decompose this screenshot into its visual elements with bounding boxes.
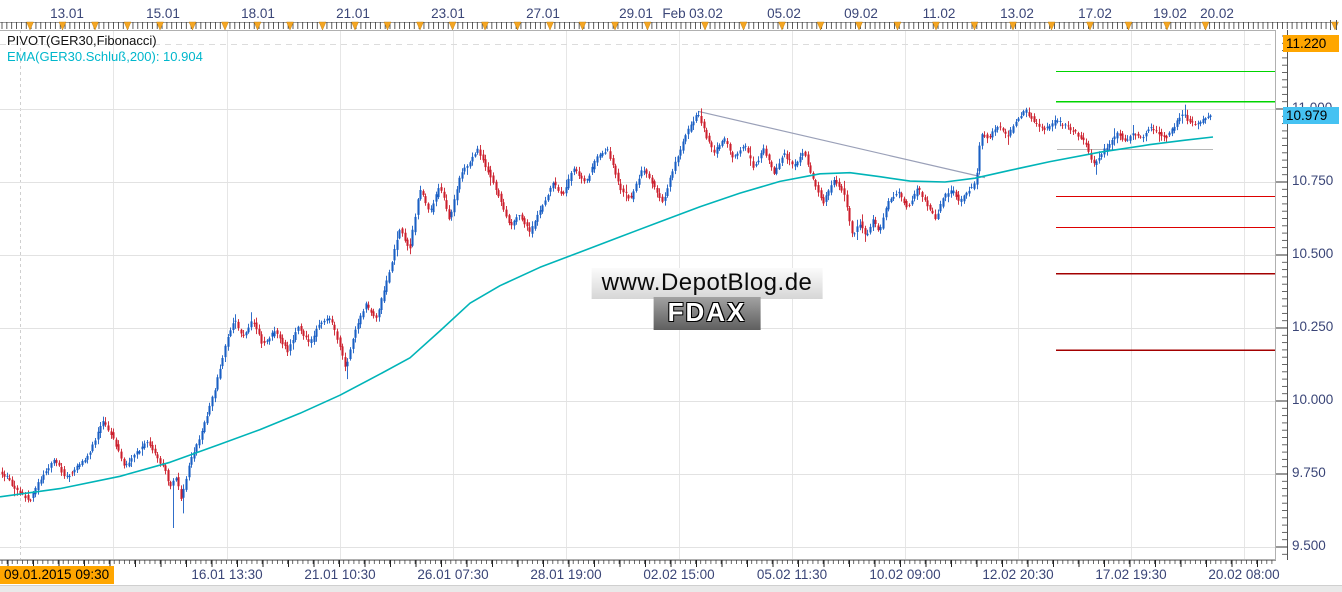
pivot-indicator-label: PIVOT(GER30,Fibonacci) <box>7 33 157 48</box>
day-start-marker-icon <box>611 21 619 30</box>
day-start-marker-icon <box>286 21 294 30</box>
top-axis-date-label: 19.02 <box>1153 6 1187 21</box>
day-start-marker-icon <box>221 21 229 30</box>
bottom-axis-datetime-label: 05.02 11:30 <box>756 567 828 582</box>
watermark-site-url: www.DepotBlog.de <box>591 268 823 299</box>
day-start-marker-icon <box>156 21 164 30</box>
day-start-marker-icon <box>513 21 522 30</box>
watermark-instrument: FDAX <box>653 297 761 330</box>
up-candle-bodies <box>6 109 1212 498</box>
up-candle-wicks <box>7 104 1211 528</box>
bottom-axis-datetime-label: 02.02 15:00 <box>643 567 715 582</box>
top-axis-date-label: Feb <box>662 6 686 21</box>
day-start-marker-icon <box>970 21 979 30</box>
day-start-marker-icon <box>26 21 34 30</box>
top-axis-date-label: 15.01 <box>146 6 180 21</box>
plot-border <box>0 30 1276 560</box>
chart-start-datetime-badge: 09.01.2015 09:30 <box>0 566 115 584</box>
top-axis-date-label: 11.02 <box>922 6 956 21</box>
down-candle-wicks <box>2 107 1196 503</box>
day-start-marker-icon <box>546 21 554 30</box>
candlestick-chart-canvas[interactable] <box>0 30 1276 560</box>
bottom-axis-datetime-label: 10.02 09:00 <box>869 567 941 582</box>
last-price-badge: 10.979 <box>1283 107 1339 124</box>
day-start-marker-icon <box>123 21 132 30</box>
day-start-marker-icon <box>643 21 652 30</box>
bottom-axis-datetime-label: 17.02 19:30 <box>1095 567 1167 582</box>
top-axis-date-label: 13.01 <box>50 6 84 21</box>
top-ruler <box>0 20 1339 30</box>
ema-indicator-label: EMA(GER30.Schluß,200): 10.904 <box>7 49 203 64</box>
day-start-marker-icon <box>351 21 359 30</box>
level-price-badge: 11.220 <box>1283 35 1339 52</box>
day-start-marker-icon <box>481 21 489 30</box>
price-axis-label: 10.750 <box>1292 173 1334 188</box>
day-start-marker-icon <box>318 21 327 30</box>
top-axis-date-label: 29.01 <box>619 6 653 21</box>
bottom-axis-datetime-label: 28.01 19:00 <box>530 567 602 582</box>
day-start-marker-icon <box>816 21 825 30</box>
top-axis-date-label: 27.01 <box>526 6 560 21</box>
day-start-marker-icon <box>778 21 786 30</box>
day-start-marker-icon <box>578 21 587 30</box>
day-start-marker-icon <box>932 21 940 30</box>
price-axis-label: 10.500 <box>1292 246 1334 261</box>
day-start-marker-icon <box>253 21 262 30</box>
down-candle-bodies <box>1 112 1197 501</box>
day-start-marker-icon <box>1086 21 1094 30</box>
bottom-axis-datetime-label: 16.01 13:30 <box>191 567 263 582</box>
day-start-marker-icon <box>1009 21 1017 30</box>
day-start-marker-icon <box>58 21 67 30</box>
top-axis-date-label: 18.01 <box>241 6 275 21</box>
ema-200-line <box>0 136 1214 498</box>
day-start-marker-icon <box>188 21 197 30</box>
top-axis-date-label: 20.02 <box>1200 6 1234 21</box>
price-axis-label: 10.250 <box>1292 319 1334 334</box>
top-axis-date-label: 17.02 <box>1078 6 1112 21</box>
day-start-marker-icon <box>1331 21 1339 30</box>
day-start-marker-icon <box>701 21 709 30</box>
price-axis-label: 10.000 <box>1292 392 1334 407</box>
day-start-marker-icon <box>855 21 863 30</box>
price-axis-label: 9.750 <box>1292 465 1326 480</box>
descending-trendline <box>697 110 986 179</box>
day-start-marker-icon <box>739 21 748 30</box>
bottom-axis-datetime-label: 12.02 20:30 <box>982 567 1054 582</box>
day-start-marker-icon <box>91 21 99 30</box>
day-start-marker-icon <box>1201 21 1210 30</box>
day-start-marker-icon <box>1124 21 1133 30</box>
day-start-marker-icon <box>1047 21 1056 30</box>
bottom-axis-datetime-label: 26.01 07:30 <box>417 567 489 582</box>
price-axis-label: 9.500 <box>1292 538 1326 553</box>
top-axis-date-label: 09.02 <box>844 6 878 21</box>
bottom-axis-datetime-label: 20.02 08:00 <box>1208 567 1280 582</box>
day-start-marker-icon <box>383 21 392 30</box>
top-axis-date-label: 05.02 <box>767 6 801 21</box>
top-axis-date-label: 21.01 <box>336 6 370 21</box>
bottom-scrollbar-strip[interactable] <box>0 585 1342 592</box>
day-start-marker-icon <box>416 21 424 30</box>
day-start-marker-icon <box>1163 21 1171 30</box>
day-start-marker-icon <box>893 21 902 30</box>
top-axis-date-label: 23.01 <box>431 6 465 21</box>
bottom-axis-datetime-label: 21.01 10:30 <box>304 567 376 582</box>
bottom-ruler <box>0 560 1276 567</box>
top-axis-date-label: 13.02 <box>1000 6 1034 21</box>
top-axis-date-label: 03.02 <box>689 6 723 21</box>
day-start-marker-icon <box>448 21 457 30</box>
